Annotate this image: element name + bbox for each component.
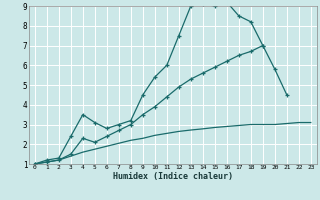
X-axis label: Humidex (Indice chaleur): Humidex (Indice chaleur)	[113, 172, 233, 181]
